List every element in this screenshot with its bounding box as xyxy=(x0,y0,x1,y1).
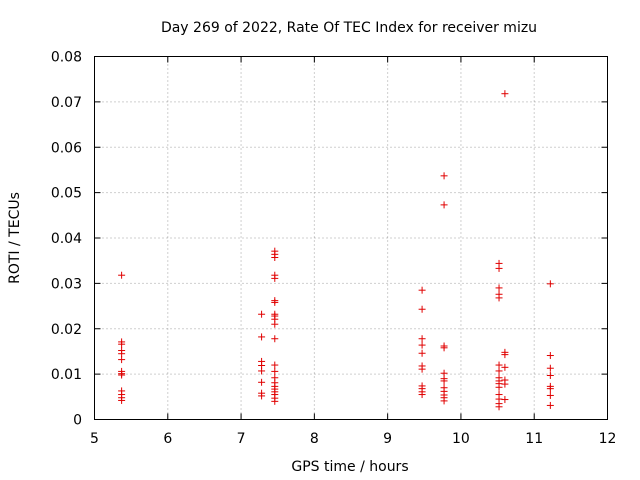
data-point xyxy=(118,356,126,364)
y-tick-label: 0.06 xyxy=(51,140,82,156)
data-point xyxy=(258,378,266,386)
chart-title: Day 269 of 2022, Rate Of TEC Index for r… xyxy=(161,20,537,36)
y-tick-label: 0.01 xyxy=(51,367,82,383)
data-point xyxy=(546,385,554,393)
data-point xyxy=(258,310,266,318)
x-tick-label: 5 xyxy=(90,431,99,447)
y-tick-label: 0.02 xyxy=(51,322,82,338)
x-tick-label: 11 xyxy=(525,431,543,447)
data-point xyxy=(271,320,279,328)
data-point xyxy=(118,340,126,348)
data-point xyxy=(271,298,279,306)
data-point xyxy=(501,380,509,388)
data-point xyxy=(271,254,279,262)
data-point xyxy=(495,294,503,302)
data-point xyxy=(118,371,126,379)
data-point xyxy=(418,335,426,343)
data-point xyxy=(495,403,503,411)
x-tick-label: 8 xyxy=(310,431,319,447)
y-tick-label: 0.08 xyxy=(51,50,82,66)
data-point xyxy=(495,367,503,375)
data-point xyxy=(546,280,554,288)
data-point xyxy=(271,397,279,405)
data-point xyxy=(418,286,426,294)
data-point xyxy=(118,271,126,279)
data-point xyxy=(271,367,279,375)
data-point xyxy=(501,363,509,371)
data-point xyxy=(501,351,509,359)
data-point xyxy=(495,284,503,292)
data-point xyxy=(501,90,509,98)
y-tick-label: 0.04 xyxy=(51,231,82,247)
data-point xyxy=(546,401,554,409)
y-axis-label: ROTI / TECUs xyxy=(7,192,23,284)
data-point xyxy=(418,391,426,399)
data-point xyxy=(440,344,448,352)
data-point xyxy=(271,335,279,343)
plot-frame xyxy=(94,56,608,420)
data-point xyxy=(418,365,426,373)
x-tick-label: 10 xyxy=(452,431,470,447)
data-point xyxy=(418,305,426,313)
x-tick-label: 12 xyxy=(599,431,617,447)
x-axis-label: GPS time / hours xyxy=(291,459,408,475)
data-point xyxy=(271,274,279,282)
data-point xyxy=(118,396,126,404)
data-point xyxy=(501,396,509,404)
data-points xyxy=(118,90,554,411)
data-point xyxy=(258,367,266,375)
y-tick-label: 0.05 xyxy=(51,186,82,202)
data-point xyxy=(440,172,448,180)
data-point xyxy=(258,392,266,400)
data-point xyxy=(440,377,448,385)
x-tick-label: 6 xyxy=(163,431,172,447)
data-point xyxy=(440,201,448,209)
x-tick-label: 7 xyxy=(237,431,246,447)
data-point xyxy=(495,361,503,369)
data-point xyxy=(418,349,426,357)
y-tick-label: 0 xyxy=(73,413,82,429)
data-point xyxy=(495,264,503,272)
y-tick-label: 0.07 xyxy=(51,95,82,111)
data-point xyxy=(118,350,126,358)
data-point xyxy=(258,333,266,341)
data-point xyxy=(546,364,554,372)
data-point xyxy=(546,352,554,360)
data-point xyxy=(418,341,426,349)
data-point xyxy=(271,361,279,369)
grid-lines xyxy=(94,56,608,420)
x-tick-label: 9 xyxy=(383,431,392,447)
y-tick-label: 0.03 xyxy=(51,276,82,292)
data-point xyxy=(546,391,554,399)
y-axis-tick-labels: 0 0.01 0.02 0.03 0.04 0.05 0.06 0.07 0.08 xyxy=(51,50,82,429)
data-point xyxy=(495,383,503,391)
data-point xyxy=(546,371,554,379)
data-point xyxy=(440,397,448,405)
x-axis-tick-labels: 5 6 7 8 9 10 11 12 xyxy=(90,431,616,447)
